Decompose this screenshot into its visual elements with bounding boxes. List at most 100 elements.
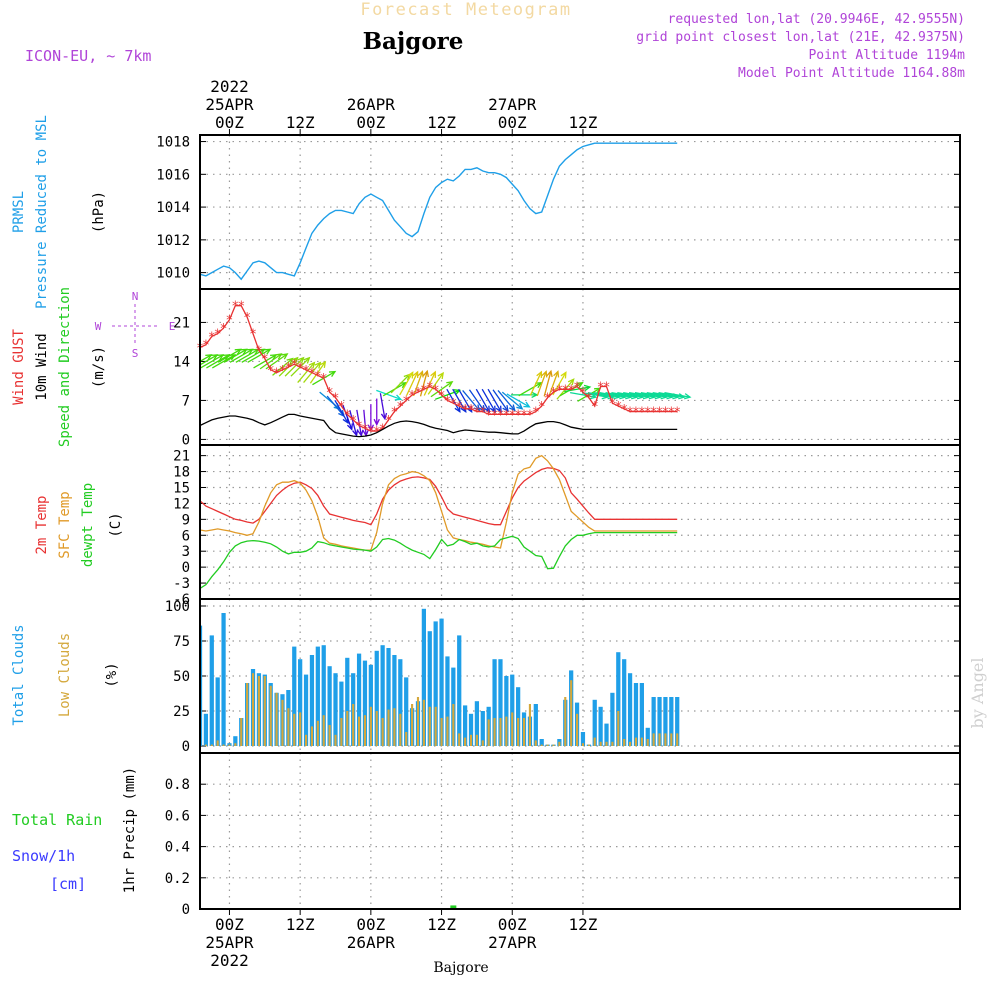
gust-marker: * (514, 408, 522, 423)
low-cloud-bar (204, 744, 207, 746)
wind-arrow (435, 389, 460, 400)
low-cloud-bar (640, 737, 643, 746)
wind-arrow-head (483, 405, 491, 413)
low-cloud-bar (375, 711, 378, 746)
wind-arrow (664, 391, 691, 398)
wind-arrow-head (373, 418, 380, 427)
gust-marker: * (626, 406, 634, 421)
gust-marker: * (662, 406, 670, 421)
low-cloud-bar (240, 718, 243, 746)
low-cloud-bar (670, 733, 673, 746)
gust-marker: * (502, 408, 510, 423)
y-tick-label: 1016 (156, 167, 190, 183)
wind-arrow (497, 390, 516, 411)
y-tick-label: 100 (165, 599, 190, 615)
low-cloud-bar (664, 733, 667, 746)
gust-marker: * (296, 361, 304, 376)
y-tick-label: 1014 (156, 200, 190, 216)
panel-frame (199, 134, 961, 290)
dewpoint-label: dewpt Temp (80, 483, 96, 567)
wind-arrow-head (553, 370, 560, 378)
gust-marker: * (361, 422, 369, 437)
wind-arrow (617, 391, 643, 398)
wind-arrow-head (576, 382, 584, 389)
gust-marker: * (550, 386, 558, 401)
gust-marker: * (349, 414, 357, 429)
gust-marker: * (302, 364, 310, 379)
y-tick-label: 0.6 (165, 808, 190, 824)
total-cloud-bar (203, 713, 209, 746)
low-cloud-bar (411, 704, 414, 746)
faded-title: Forecast Meteogram (360, 0, 571, 20)
y-tick-label: 7 (182, 393, 190, 409)
gust-marker: * (444, 394, 452, 409)
low-cloud-bar (299, 712, 302, 746)
low-cloud-bar (611, 741, 614, 746)
gust-marker: * (414, 386, 422, 401)
bottom-tick-label: 12Z (427, 915, 456, 934)
low-cloud-bar (222, 744, 225, 746)
wind-arrow (518, 382, 542, 397)
y-tick-label: 0.8 (165, 777, 190, 793)
low-cloud-bar (475, 734, 478, 746)
low-cloud-bar (528, 704, 531, 746)
temp-unit: (C) (108, 512, 124, 537)
wind-arrow-head (328, 370, 337, 377)
bottom-tick-label: 00Z (215, 915, 244, 934)
wind-arrow (475, 388, 490, 413)
wind-arrow-head (291, 356, 299, 364)
total-cloud-bar (510, 674, 515, 746)
wind-arrow (487, 388, 502, 413)
y-tick-label: 21 (173, 449, 190, 465)
y-tick-label: 0.2 (165, 871, 190, 887)
top-date-label: 26APR (347, 95, 396, 114)
panel-pressure: 1010 1012 1014 1016 1018 (156, 134, 961, 290)
total-cloud-bar (504, 676, 509, 746)
total-cloud-bar (321, 645, 326, 746)
low-cloud-bar (281, 699, 284, 746)
gust-marker: * (520, 408, 528, 423)
wind-arrow-head (430, 370, 436, 378)
compass-west: W (95, 320, 102, 333)
wind-arrow-head (495, 405, 502, 413)
gust-marker: * (555, 383, 563, 398)
total-cloud-bar (421, 608, 426, 746)
gust-marker: * (279, 364, 287, 379)
model-label: ICON-EU, ~ 7km (25, 47, 151, 65)
low-cloud-bar (634, 737, 638, 746)
gust-marker: * (290, 358, 298, 373)
low-cloud-bar (564, 697, 567, 746)
wind-arrow (634, 391, 661, 398)
wind-arrow (253, 354, 277, 369)
total-cloud-bar (474, 701, 480, 746)
wind-arrow (399, 372, 414, 396)
wind-arrow (506, 393, 530, 408)
total-cloud-bar (669, 697, 674, 746)
y-tick-label: 1010 (156, 266, 190, 282)
gust-marker: * (650, 406, 658, 421)
gust-marker: * (585, 392, 593, 407)
wind-arrow-head (275, 353, 283, 360)
gust-marker: * (449, 397, 457, 412)
gust-marker: * (673, 406, 681, 421)
total-cloud-bar (639, 683, 644, 746)
total-cloud-bar (333, 673, 338, 746)
gust-marker: * (438, 389, 446, 404)
y-tick-label: 3 (182, 544, 190, 560)
y-tick-label: 9 (182, 512, 190, 528)
total-cloud-bar (345, 657, 350, 746)
y-tick-label: 75 (173, 634, 190, 650)
time-axes: 00Z25APR202200Z25APR202212Z12Z00Z26APR00… (205, 77, 597, 970)
top-date-label: 27APR (488, 95, 537, 114)
total-cloud-bar (651, 697, 656, 746)
total-cloud-bar (598, 706, 603, 746)
low-cloud-bar (623, 739, 626, 746)
low-cloud-bar (493, 718, 496, 746)
model-altitude: Model Point Altitude 1164.88m (738, 66, 965, 81)
low-cloud-bar (499, 718, 502, 746)
low-cloud-bar (275, 692, 278, 746)
wind-arrow-head (523, 401, 531, 408)
wind-arrow-head (478, 405, 486, 413)
gust-marker: * (408, 389, 416, 404)
gust-marker: * (573, 381, 581, 396)
